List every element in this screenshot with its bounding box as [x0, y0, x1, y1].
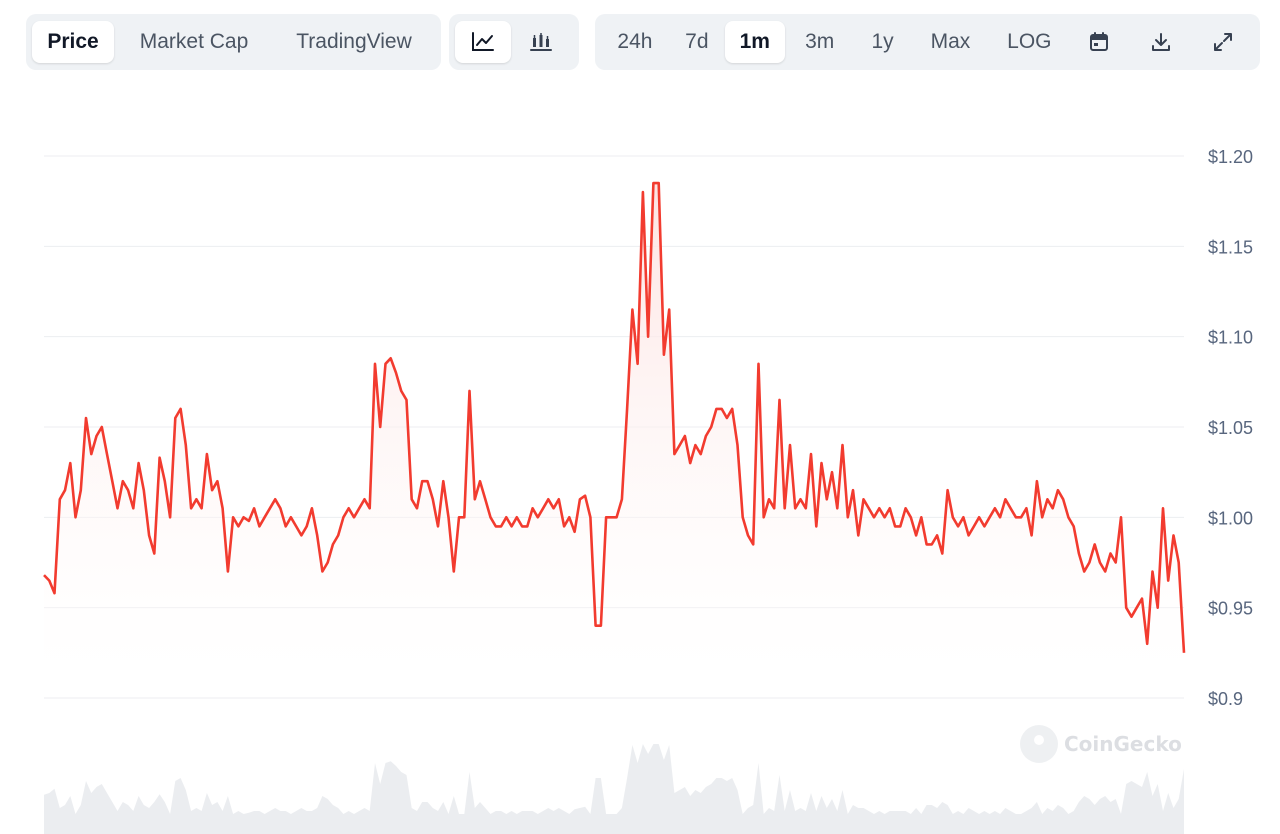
range-max[interactable]: Max [930, 30, 971, 53]
watermark-text: CoinGecko [1064, 732, 1182, 756]
y-tick-label: $0.9 [1208, 689, 1243, 709]
tab-price[interactable]: Price [32, 21, 114, 63]
chart-toolbar: Price Market Cap TradingView 24h 7d 1m 3… [26, 14, 1260, 70]
calendar-icon [1090, 32, 1109, 51]
coingecko-logo-icon [1020, 725, 1058, 763]
range-24h[interactable]: 24h [617, 30, 653, 53]
line-chart-button[interactable] [455, 21, 511, 63]
candlestick-chart-icon [530, 33, 552, 51]
y-tick-label: $1.10 [1208, 328, 1253, 348]
tab-market-cap[interactable]: Market Cap [139, 30, 249, 53]
download-button[interactable] [1130, 21, 1192, 63]
range-7d[interactable]: 7d [685, 30, 709, 53]
price-chart-svg[interactable]: $1.20 $1.15 $1.10 $1.05 $1.00 $0.95 $0.9 [0, 80, 1280, 834]
download-icon [1152, 33, 1171, 51]
time-range-tabs: 24h 7d 1m 3m 1y Max LOG [595, 14, 1260, 70]
line-chart-icon [472, 32, 494, 51]
range-3m[interactable]: 3m [805, 30, 835, 53]
candlestick-chart-button[interactable] [511, 21, 571, 63]
fullscreen-button[interactable] [1192, 21, 1254, 63]
expand-icon [1214, 33, 1233, 51]
range-1m[interactable]: 1m [724, 21, 785, 63]
price-area [44, 183, 1184, 678]
log-scale-toggle[interactable]: LOG [1007, 30, 1052, 53]
volume-area [44, 744, 1184, 834]
tab-tradingview[interactable]: TradingView [296, 30, 412, 53]
y-tick-label: $1.05 [1208, 418, 1253, 438]
y-tick-label: $1.00 [1208, 508, 1253, 528]
chart-type-tabs: Price Market Cap TradingView [26, 14, 441, 70]
range-1y[interactable]: 1y [871, 30, 894, 53]
coingecko-watermark: CoinGecko [1020, 725, 1182, 763]
y-tick-label: $1.20 [1208, 147, 1253, 167]
chart-mode-toggle [449, 14, 579, 70]
price-chart[interactable]: $1.20 $1.15 $1.10 $1.05 $1.00 $0.95 $0.9 CoinG… [0, 80, 1280, 834]
date-picker-button[interactable] [1068, 21, 1130, 63]
y-tick-label: $0.95 [1208, 599, 1253, 619]
y-tick-label: $1.15 [1208, 237, 1253, 257]
price-line [43, 181, 1186, 653]
